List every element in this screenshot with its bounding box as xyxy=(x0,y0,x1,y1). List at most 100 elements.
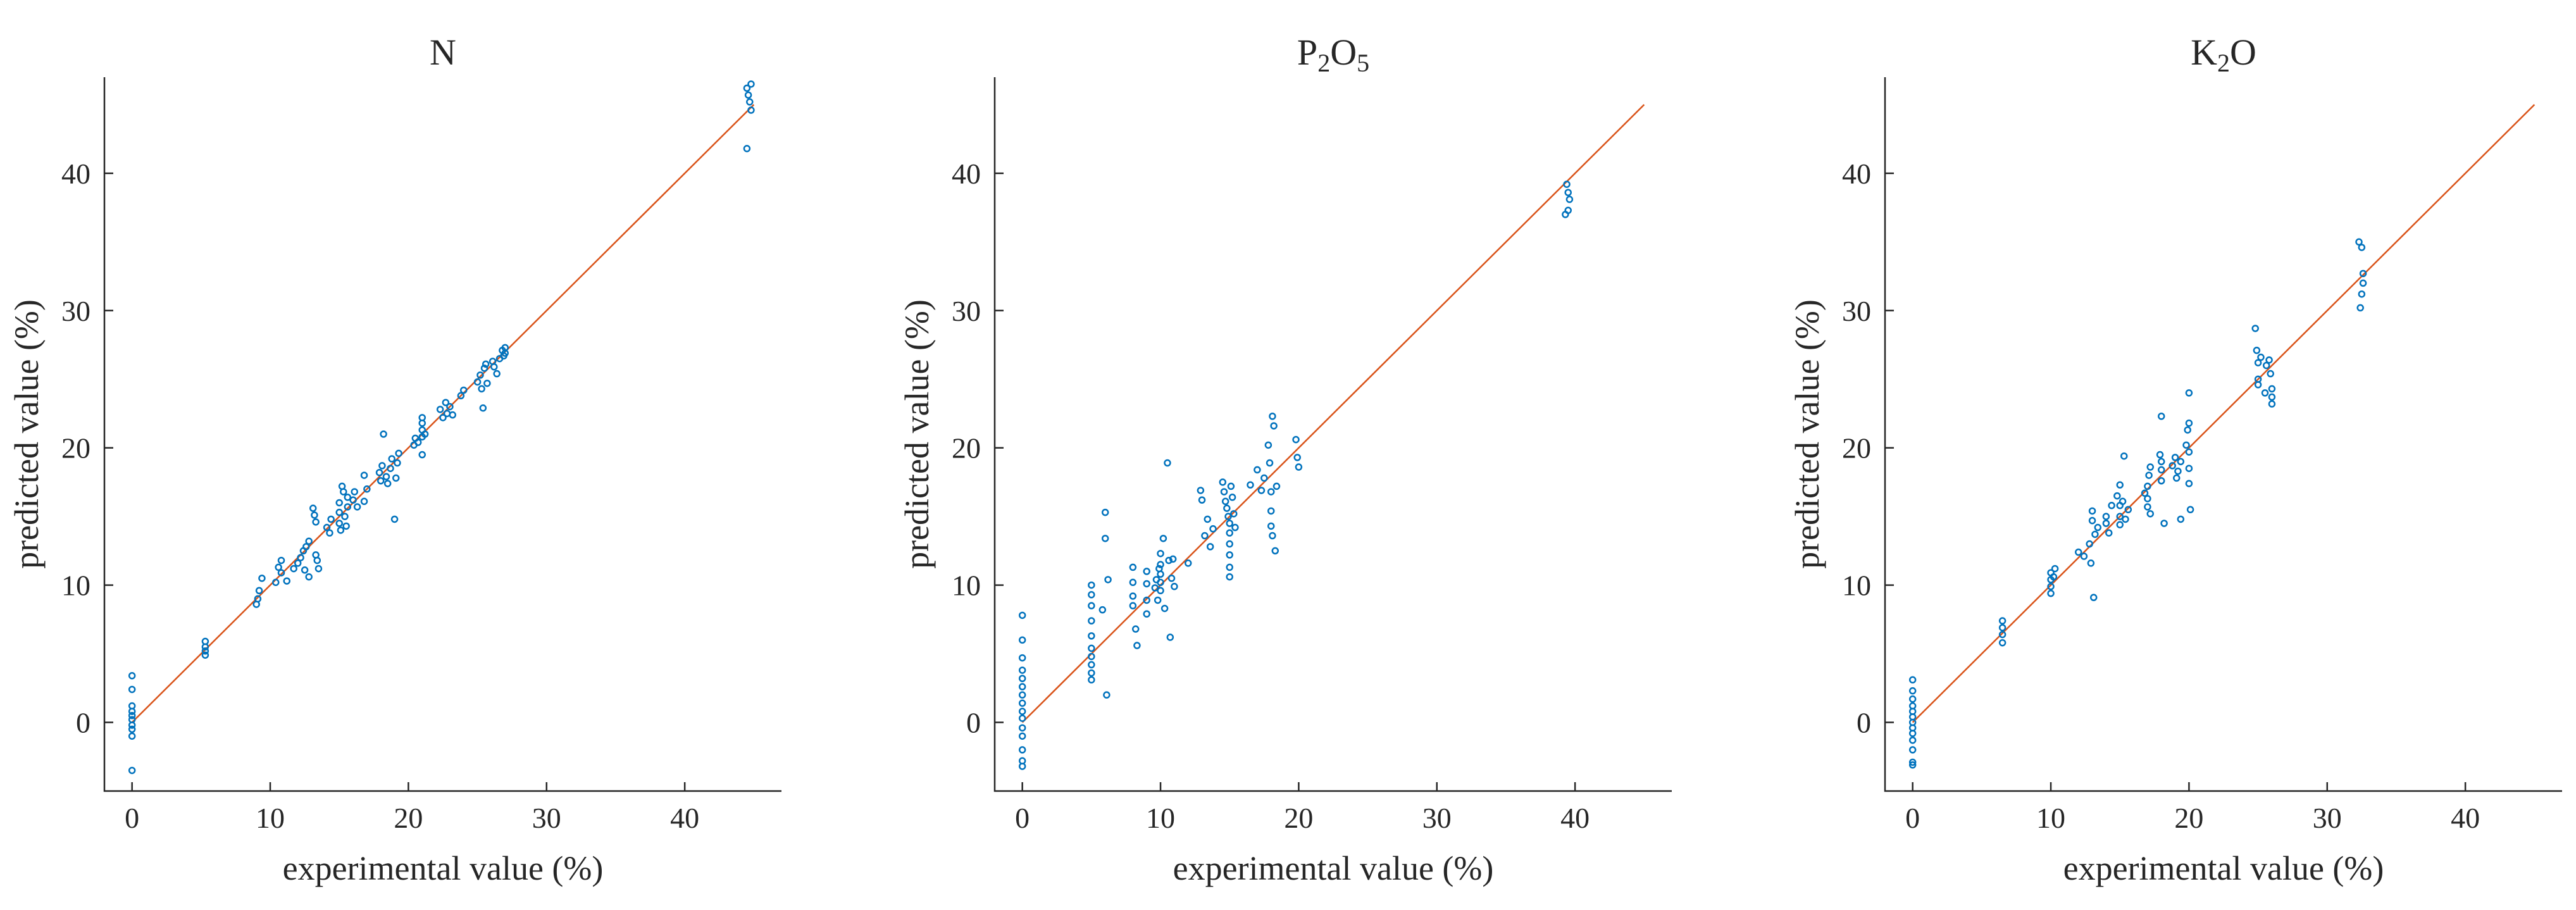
data-point xyxy=(1151,584,1159,592)
data-point xyxy=(1563,180,1571,188)
y-tick-label: 0 xyxy=(966,707,981,739)
data-point xyxy=(1154,596,1162,604)
data-point xyxy=(743,145,751,153)
data-point xyxy=(1226,529,1233,537)
axis-ticks: 0 10 20 30 40 0 10 20 30 40 xyxy=(1842,158,2480,834)
data-point xyxy=(418,451,426,459)
y-tick-label: 30 xyxy=(1842,295,1871,327)
data-point xyxy=(1164,459,1171,467)
data-point xyxy=(1998,630,2007,639)
x-tick-label: 20 xyxy=(1284,802,1313,834)
data-point xyxy=(360,471,368,479)
data-point xyxy=(2074,548,2082,556)
data-point xyxy=(1018,699,1026,707)
x-axis-label: experimental value (%) xyxy=(2063,849,2384,887)
data-point xyxy=(2173,474,2181,482)
data-point xyxy=(436,406,444,413)
title-text: N xyxy=(430,32,456,73)
data-point xyxy=(128,711,136,720)
data-point xyxy=(1293,454,1301,461)
data-point xyxy=(2184,426,2191,434)
data-point xyxy=(382,473,390,480)
data-point xyxy=(128,725,136,733)
data-point xyxy=(283,577,290,585)
data-point xyxy=(1143,596,1150,604)
data-point xyxy=(1247,481,1254,489)
data-point xyxy=(1564,189,1572,196)
data-point xyxy=(1160,604,1169,613)
data-point xyxy=(473,378,482,386)
data-point xyxy=(375,468,383,477)
data-point xyxy=(2156,451,2164,459)
data-point xyxy=(1129,602,1137,609)
data-point xyxy=(1908,695,1917,703)
data-point xyxy=(2186,506,2194,514)
data-point xyxy=(1908,761,1917,769)
data-point xyxy=(1230,510,1238,518)
data-point xyxy=(390,515,399,523)
data-point xyxy=(1267,522,1275,530)
data-points xyxy=(1018,180,1574,770)
data-point xyxy=(1167,575,1176,582)
data-point xyxy=(1018,654,1026,662)
data-point xyxy=(351,488,358,496)
data-point xyxy=(493,370,501,378)
data-point xyxy=(1157,561,1164,568)
data-point xyxy=(1018,675,1026,682)
data-point xyxy=(2088,516,2096,525)
data-point xyxy=(2358,290,2366,298)
data-point xyxy=(2094,523,2102,532)
data-point xyxy=(311,511,318,519)
data-point xyxy=(327,515,335,523)
data-point xyxy=(1103,691,1111,699)
data-point xyxy=(2141,489,2149,497)
data-point xyxy=(1159,535,1167,542)
data-point xyxy=(1269,532,1276,540)
data-point xyxy=(2089,594,2098,601)
x-tick-label: 10 xyxy=(256,802,285,834)
data-point xyxy=(335,508,343,516)
x-tick-label: 30 xyxy=(532,802,561,834)
data-point xyxy=(2080,552,2088,560)
data-point xyxy=(380,430,387,438)
data-point xyxy=(1088,632,1095,640)
data-point xyxy=(272,578,280,587)
data-point xyxy=(478,385,485,393)
data-point xyxy=(1226,563,1233,571)
data-point xyxy=(2185,464,2193,472)
data-point xyxy=(1201,532,1209,540)
data-point xyxy=(2358,244,2366,251)
data-point xyxy=(1088,644,1095,652)
data-point xyxy=(2253,346,2261,354)
data-point xyxy=(1143,580,1150,588)
data-point xyxy=(392,474,400,482)
data-point xyxy=(313,556,321,564)
data-point xyxy=(1143,568,1150,575)
data-point xyxy=(1908,687,1917,695)
data-point xyxy=(2144,503,2151,511)
x-axis-label: experimental value (%) xyxy=(283,849,604,887)
data-point xyxy=(1221,497,1229,506)
data-point xyxy=(1088,602,1095,609)
data-point xyxy=(2108,502,2115,509)
data-point xyxy=(2116,513,2124,520)
data-point xyxy=(1157,570,1164,578)
y-tick-label: 20 xyxy=(952,432,981,464)
data-point xyxy=(1271,547,1279,555)
data-point xyxy=(746,98,754,106)
data-point xyxy=(1228,494,1236,501)
data-point xyxy=(1197,487,1205,494)
data-point xyxy=(1269,413,1276,420)
data-point xyxy=(480,365,488,372)
data-point xyxy=(1254,466,1261,474)
x-tick-label: 10 xyxy=(2036,802,2065,834)
data-point xyxy=(1231,523,1239,532)
title-text: P xyxy=(1297,32,1317,73)
data-point xyxy=(747,106,755,114)
y-tick-label: 10 xyxy=(1842,570,1871,602)
data-point xyxy=(501,349,509,357)
data-point xyxy=(1018,666,1026,674)
y-axis-label: predicted value (%) xyxy=(1788,299,1826,569)
data-point xyxy=(309,504,317,512)
